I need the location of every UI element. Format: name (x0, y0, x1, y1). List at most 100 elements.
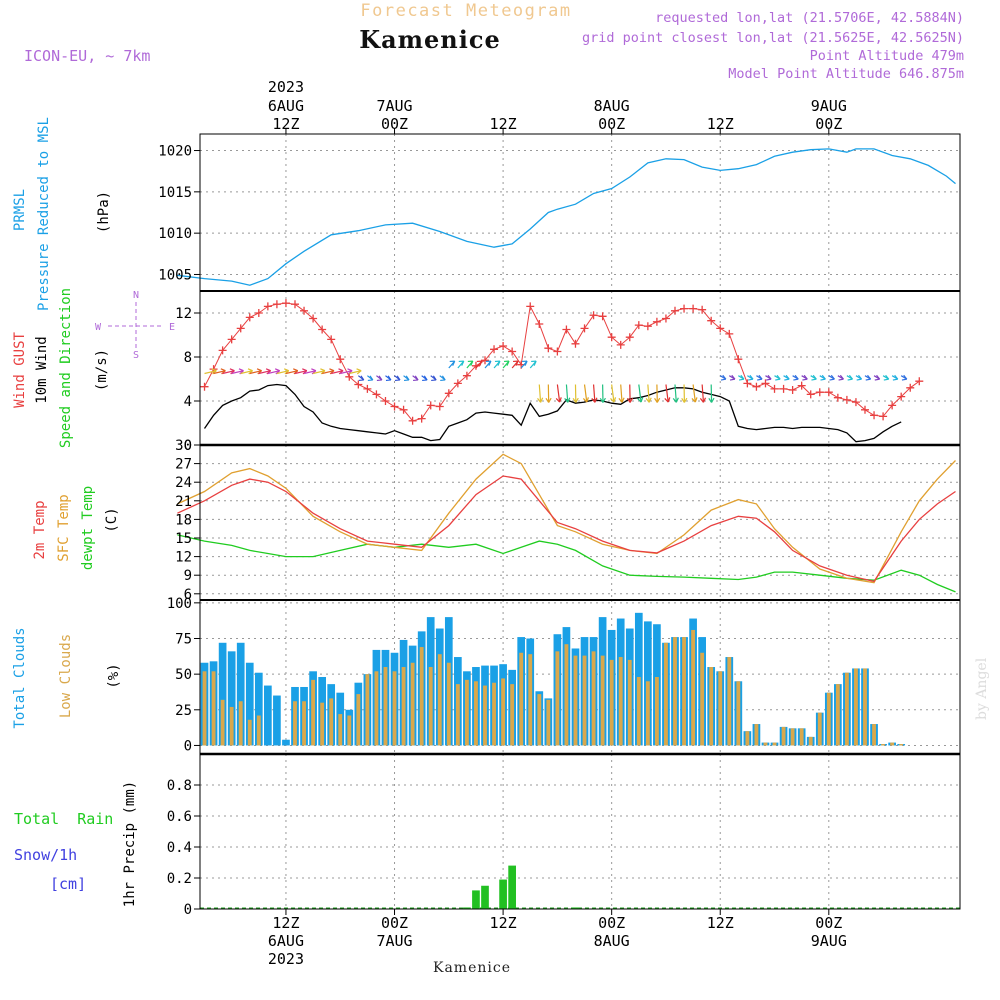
gust-marker (761, 379, 770, 388)
compass-icon: N S W E (95, 290, 175, 361)
time-label-bottom: 00Z (598, 914, 625, 932)
wind-arrowhead (637, 397, 644, 403)
low-cloud-bar (736, 681, 741, 746)
wind-arrow (294, 370, 308, 375)
low-cloud-bar (428, 667, 433, 746)
low-cloud-bar (329, 698, 334, 746)
gust-marker (544, 344, 553, 353)
gust-marker (245, 313, 254, 322)
wind-arrowhead (458, 360, 465, 366)
low-cloud-bar (790, 728, 795, 746)
low-cloud-bar (817, 712, 822, 746)
time-label-bottom: 7AUG (376, 932, 412, 950)
wind-arrowhead (591, 397, 598, 403)
gust-marker (643, 322, 652, 331)
wind-arrow (267, 370, 280, 375)
label-prmsl: PRMSL (12, 189, 28, 231)
panel-frame (199, 133, 961, 292)
wind-arrowhead (394, 375, 401, 382)
gust-marker (833, 393, 842, 402)
low-cloud-bar (844, 672, 849, 746)
low-cloud-bar (492, 682, 496, 746)
time-label-top: 6AUG (268, 97, 304, 115)
gust-marker (490, 345, 499, 354)
wind-arrowhead (645, 397, 652, 403)
wind-arrowhead (522, 360, 528, 366)
gridpoint-coords: grid point closest lon,lat (21.5625E, 42… (582, 30, 964, 46)
low-cloud-bar (374, 671, 379, 746)
wind-arrowhead (572, 397, 579, 403)
wind-arrow (638, 384, 642, 403)
ytick-label: 1010 (158, 226, 192, 242)
low-cloud-bar (835, 684, 840, 746)
label-temp2m: 2m Temp (32, 500, 48, 559)
low-cloud-bar (664, 642, 668, 746)
time-year-top: 2023 (268, 78, 304, 96)
time-label-top: 9AUG (811, 97, 847, 115)
low-cloud-bar (573, 655, 578, 746)
compass-south: S (133, 350, 139, 361)
label-snow: Snow/1h (14, 846, 77, 864)
gust-marker (417, 414, 426, 423)
wind-arrowhead (654, 397, 661, 403)
wind-arrowhead (811, 374, 817, 381)
label-lowclouds: Low Clouds (58, 634, 74, 718)
time-label-bottom: 12Z (272, 914, 299, 932)
low-cloud-bar (881, 744, 886, 746)
label-pct: (%) (106, 663, 122, 688)
wind-arrowhead (691, 397, 698, 403)
ytick-label: 0 (184, 738, 192, 754)
gust-marker (707, 316, 716, 325)
time-label-top: 8AUG (594, 97, 630, 115)
label-pressure: Pressure Reduced to MSL (36, 117, 52, 311)
low-cloud-bar (510, 684, 515, 746)
gust-marker (806, 390, 815, 399)
low-cloud-bar (781, 726, 786, 746)
rain-bar (481, 885, 489, 909)
total-cloud-bar (227, 651, 236, 746)
wind-arrowhead (784, 374, 790, 381)
requested-coords: requested lon,lat (21.5706E, 42.5884N) (655, 10, 964, 26)
panel-frame (199, 753, 961, 910)
ytick-label: 0 (184, 438, 192, 454)
wind-arrowhead (494, 360, 501, 366)
gust-marker (309, 314, 318, 323)
wind-arrowhead (531, 360, 537, 366)
gust-marker (725, 329, 734, 338)
total-cloud-bar (218, 642, 227, 746)
wind-arrowhead (681, 397, 688, 403)
wind-arrow (303, 370, 317, 375)
gust-marker (879, 412, 888, 421)
low-cloud-bar (247, 719, 252, 746)
wind-arrowhead (413, 375, 419, 382)
wind-arrowhead (729, 374, 736, 381)
panel-frame (199, 444, 961, 601)
wind-arrowhead (820, 374, 826, 381)
total-cloud-bar (245, 662, 254, 746)
gust-marker (580, 324, 589, 333)
wind-arrow (565, 384, 569, 403)
ytick-label: 0.4 (167, 840, 192, 856)
wind-arrowhead (901, 374, 908, 381)
wind-arrowhead (358, 375, 365, 382)
low-cloud-bar (591, 651, 596, 746)
gust-marker (372, 390, 381, 399)
low-cloud-bar (392, 671, 397, 746)
gust-marker (734, 355, 743, 364)
wind-arrowhead (664, 397, 671, 403)
low-cloud-bar (555, 651, 560, 746)
wind-arrowhead (292, 368, 299, 375)
wind-arrowhead (545, 397, 552, 403)
wind-arrowhead (247, 368, 253, 375)
gust-marker (897, 392, 906, 401)
gust-marker (553, 347, 562, 356)
gust-marker (824, 388, 833, 397)
ytick-label: 75 (175, 632, 192, 648)
low-cloud-bar (645, 681, 650, 746)
label-totalclouds: Total Clouds (12, 627, 28, 728)
gust-marker (851, 398, 860, 407)
low-cloud-bar (256, 715, 261, 746)
wind-arrowhead (537, 397, 544, 403)
time-label-bottom: 8AUG (594, 932, 630, 950)
